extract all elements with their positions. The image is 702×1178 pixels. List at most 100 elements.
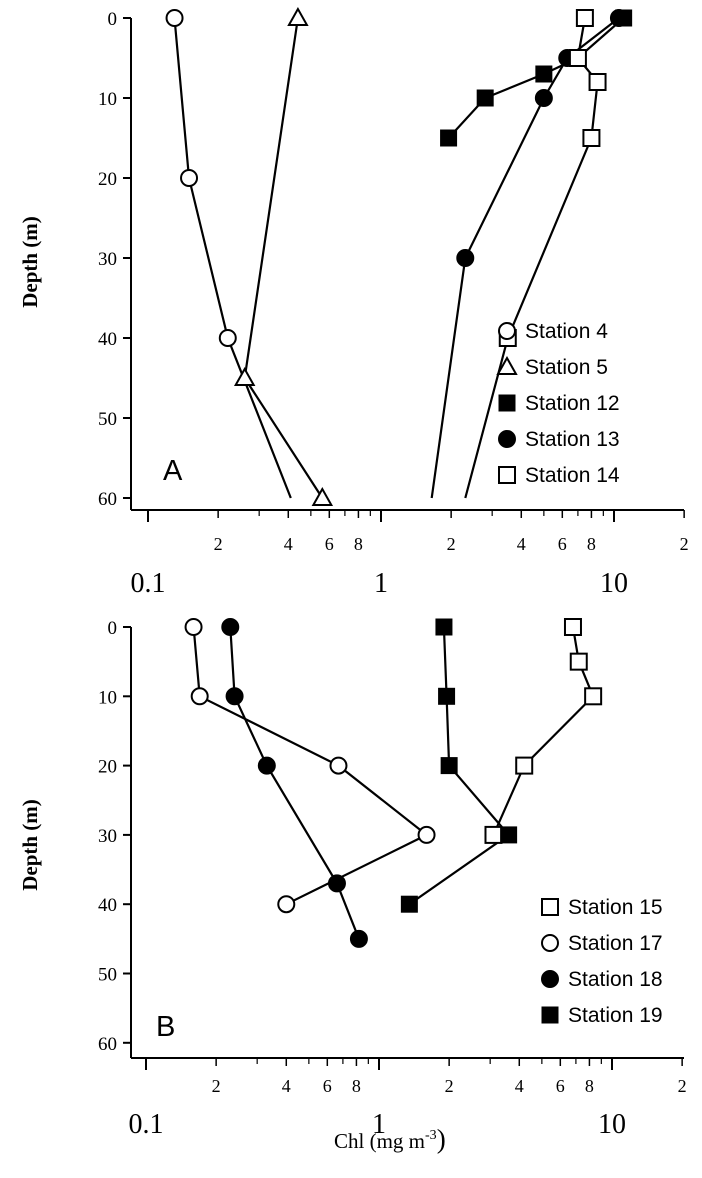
panel-a-legend-station-12-label: Station 12 xyxy=(525,392,620,415)
panel-b-legend-station-17-marker xyxy=(541,934,559,952)
panel-b-legend-station-15-label: Station 15 xyxy=(568,896,663,919)
panel-b-x-major-tick-label: 1 xyxy=(372,1109,386,1140)
panel-a-legend: Station 4 Station 5 Station 12 Station 13 St… xyxy=(496,320,620,487)
panel-a-station-5-point xyxy=(233,366,256,386)
panel-b-x-minor-tick-label: 8 xyxy=(585,1076,594,1096)
panel-b-x-minor-tick-label: 4 xyxy=(282,1076,291,1096)
panel-b-station-15-point xyxy=(563,618,582,636)
panel-b-station-17-point xyxy=(184,618,203,636)
panel-b-station-19-point xyxy=(440,757,458,775)
panel-b-station-17-line xyxy=(192,626,429,906)
panel-b-station-17-point xyxy=(329,756,348,775)
panel-b-station-17-point xyxy=(190,687,209,706)
x-axis-title: Chl (mg m-3) xyxy=(334,1124,446,1154)
panel-b-x-minor-tick-label: 6 xyxy=(556,1076,565,1096)
panel-a-station-5-point xyxy=(311,486,334,506)
panel-b-x-major-tick-label: 10 xyxy=(598,1109,626,1140)
panel-b-x-minor-tick-label: 4 xyxy=(515,1076,524,1096)
x-axis-title-superscript: -3 xyxy=(425,1128,437,1143)
panel-a-station-13-point xyxy=(609,9,628,27)
panel-b-station-19-point xyxy=(435,618,453,636)
panel-a-station-4-point xyxy=(165,9,184,27)
panel-a-x-minor-tick-label: 2 xyxy=(447,534,456,554)
panel-b-x-minor-tick-label: 2 xyxy=(445,1076,454,1096)
panel-b-legend-station-18-label: Station 18 xyxy=(568,968,663,991)
panel-b-legend-station-15-marker xyxy=(541,898,559,916)
panel-b-station-15-point xyxy=(569,652,588,671)
x-axis-title-main: Chl (mg m xyxy=(334,1129,425,1153)
panel-a-y-tick-label: 30 xyxy=(98,249,117,270)
panel-b-station-18-point xyxy=(327,874,346,893)
panel-a-x-minor-tick-label: 2 xyxy=(680,534,689,554)
panel-a-y-axis-label: Depth (m) xyxy=(18,216,42,308)
panel-a-station-12-point xyxy=(476,89,494,107)
panel-b-station-18-line xyxy=(229,626,360,940)
panel-b-x-minor-tick-label: 2 xyxy=(678,1076,687,1096)
panel-b-y-axis-label: Depth (m) xyxy=(18,799,42,891)
panel-a-station-13-point xyxy=(534,89,553,107)
panel-b-station-17-point xyxy=(417,825,436,844)
panel-b-y-tick-label: 50 xyxy=(98,965,117,986)
panel-a-legend-station-4-label: Station 4 xyxy=(525,320,608,343)
panel-a-station-12-point xyxy=(440,129,458,147)
panel-a-y-tick-label: 60 xyxy=(98,489,117,510)
panel-a-y-tick-label: 0 xyxy=(108,9,118,30)
panel-b-station-19-point xyxy=(400,895,418,913)
panel-a-x-minor-tick-label: 6 xyxy=(325,534,334,554)
panel-a-x-minor-tick-label: 4 xyxy=(284,534,293,554)
panel-a-station-4-point xyxy=(180,169,199,187)
panel-b-station-18-point xyxy=(225,687,244,706)
panel-b-y-tick-label: 60 xyxy=(98,1034,117,1055)
panel-a-y-tick-label: 50 xyxy=(98,409,117,430)
panel-b-y-tick-label: 20 xyxy=(98,757,117,778)
panel-a-x-major-tick-label: 0.1 xyxy=(131,568,166,599)
panel-a-station-13-point xyxy=(456,249,475,267)
panel-b-legend: Station 15 Station 17 Station 18 Station 19 xyxy=(541,896,663,1027)
panel-b-y-tick-label: 40 xyxy=(98,895,117,916)
panel-a-station-5-line xyxy=(243,17,324,499)
panel-b-station-18-point xyxy=(221,618,240,636)
panel-b-station-19-point xyxy=(500,826,518,844)
panel-a-legend-station-14-marker xyxy=(498,466,516,484)
panel-a-y-tick-label: 20 xyxy=(98,169,117,190)
panel-a-station-4-line xyxy=(173,17,292,499)
panel-a-station-14-point xyxy=(588,73,607,91)
panel-a-legend-station-13-label: Station 13 xyxy=(525,428,620,451)
panel-a-x-minor-tick-label: 2 xyxy=(214,534,223,554)
panel-b-legend-station-17-label: Station 17 xyxy=(568,932,663,955)
panel-a-y-tick-label: 40 xyxy=(98,329,117,350)
panel-a-legend-station-5-label: Station 5 xyxy=(525,356,608,379)
panel-a-x-major-tick-label: 1 xyxy=(374,568,388,599)
panel-b-station-15-point xyxy=(515,756,534,775)
x-axis-title-close: ) xyxy=(437,1124,446,1154)
panel-a-x-minor-tick-label: 6 xyxy=(558,534,567,554)
panel-a-x-minor-tick-label: 8 xyxy=(354,534,363,554)
panel-b-y-tick-label: 10 xyxy=(98,687,117,708)
panel-a-x-major-tick-label: 10 xyxy=(600,568,628,599)
panel-b-station-18-point xyxy=(349,929,368,948)
panel-b-legend-station-18-marker xyxy=(541,970,559,988)
panel-b-station-18-point xyxy=(257,756,276,775)
panel-a-station-14-point xyxy=(568,49,587,67)
panel-b-station-19-point xyxy=(438,687,456,705)
panel-b-y-tick-label: 30 xyxy=(98,826,117,847)
panel-b-station-15-point xyxy=(484,825,503,844)
panel-a-station-5-point xyxy=(287,6,309,26)
panel-a-legend-station-5-marker xyxy=(496,355,518,375)
panel-b-x-minor-tick-label: 8 xyxy=(352,1076,361,1096)
panel-a-station-12-point xyxy=(535,65,553,83)
panel-a-legend-station-14-label: Station 14 xyxy=(525,464,620,487)
panel-b-x-minor-tick-label: 2 xyxy=(212,1076,221,1096)
panel-a-station-14-point xyxy=(575,9,594,27)
panel-a-x-minor-tick-label: 4 xyxy=(517,534,526,554)
panel-a-station-14-point xyxy=(582,129,601,147)
panel-b-station-17-point xyxy=(277,895,296,914)
panel-a-legend-station-13-marker xyxy=(498,430,516,448)
panel-b-legend-station-19-marker xyxy=(541,1006,559,1024)
panel-a-station-4-point xyxy=(218,329,237,347)
panel-a-legend-station-4-marker xyxy=(498,322,516,340)
panel-b-y-tick-label: 0 xyxy=(108,618,118,639)
